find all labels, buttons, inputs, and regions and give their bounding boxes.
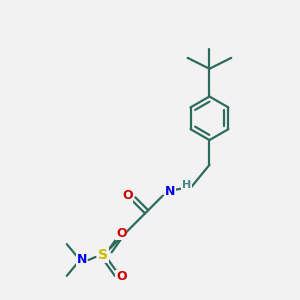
Text: O: O (116, 227, 127, 240)
Text: N: N (76, 254, 87, 266)
Text: O: O (122, 189, 133, 202)
Text: O: O (116, 270, 127, 283)
Text: N: N (165, 185, 175, 198)
Text: S: S (98, 248, 108, 262)
Text: H: H (182, 180, 191, 190)
